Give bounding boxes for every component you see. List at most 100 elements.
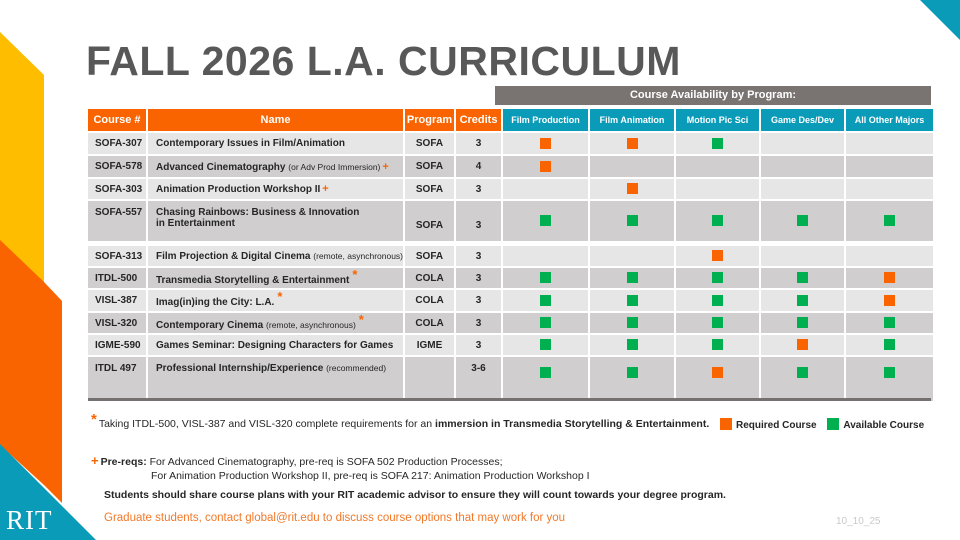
- availability-all-other-majors: [846, 290, 934, 311]
- course-note: (remote, asynchronous): [313, 250, 404, 261]
- course-program: [405, 357, 455, 401]
- course-name: Imag(in)ing the City: L.A. *: [148, 289, 404, 311]
- available-square-icon: [712, 272, 724, 284]
- course-credits: 3: [456, 133, 502, 154]
- available-square-icon: [712, 215, 724, 227]
- course-title: Contemporary Issues in Film/Animation: [156, 138, 345, 149]
- required-square-icon: [626, 137, 638, 149]
- course-title: Imag(in)ing the City: L.A.: [156, 297, 275, 308]
- available-square-icon: [827, 418, 840, 430]
- course-program: COLA: [405, 290, 455, 311]
- available-square-icon: [626, 294, 638, 306]
- available-square-icon: [626, 272, 638, 284]
- course-code: SOFA-578: [88, 156, 146, 177]
- required-square-icon: [884, 294, 896, 306]
- availability-game-des-dev: [761, 290, 845, 311]
- availability-all-other-majors: [846, 179, 934, 199]
- availability-film-production: [503, 201, 589, 241]
- immersion-bold-text: immersion in Transmedia Storytelling & E…: [435, 418, 710, 430]
- immersion-star-icon: *: [277, 289, 283, 304]
- teal-corner-shape: [920, 0, 960, 40]
- available-square-icon: [540, 215, 552, 227]
- required-square-icon: [540, 137, 552, 149]
- table-row: VISL-320 Contemporary Cinema (remote, asy…: [88, 312, 934, 333]
- star-icon: *: [91, 411, 97, 428]
- course-credits: 3: [456, 201, 502, 241]
- available-square-icon: [797, 317, 809, 329]
- course-name: Advanced Cinematography (or Adv Prod Imm…: [148, 156, 404, 177]
- available-square-icon: [797, 215, 809, 227]
- available-square-icon: [884, 367, 896, 379]
- availability-film-animation: [590, 335, 675, 355]
- table-row: SOFA-557 Chasing Rainbows: Business & Inn…: [88, 201, 934, 241]
- course-program: COLA: [405, 313, 455, 333]
- course-credits: 3: [456, 179, 502, 199]
- course-credits: 3-6: [456, 357, 502, 401]
- availability-film-production: [503, 290, 589, 311]
- orange-shape: [0, 240, 44, 405]
- required-square-icon: [884, 272, 896, 284]
- course-title: Advanced Cinematography: [156, 161, 286, 173]
- availability-game-des-dev: [761, 156, 845, 177]
- availability-film-animation: [590, 246, 675, 266]
- availability-game-des-dev: [761, 268, 845, 288]
- prereq-footnote: + Pre-reqs: For Advanced Cinematography, …: [91, 454, 590, 483]
- required-square-icon: [797, 339, 809, 351]
- header-name: Name: [148, 109, 404, 131]
- availability-film-production: [503, 179, 589, 199]
- date-code: 10_10_25: [836, 516, 881, 527]
- availability-all-other-majors: [846, 156, 934, 177]
- availability-motion-pic-sci: [676, 357, 760, 401]
- course-credits: 3: [456, 246, 502, 266]
- immersion-text: Taking ITDL-500, VISL-387 and VISL-320 c…: [98, 418, 436, 430]
- course-credits: 4: [456, 156, 502, 177]
- required-square-icon: [712, 367, 724, 379]
- course-title: Contemporary Cinema: [156, 319, 264, 331]
- availability-game-des-dev: [761, 133, 845, 154]
- plus-icon: +: [91, 453, 99, 468]
- availability-game-des-dev: [761, 201, 845, 241]
- table-row: ITDL-500 Transmedia Storytelling & Entert…: [88, 267, 934, 288]
- course-name: Film Projection & Digital Cinema (remote…: [148, 246, 404, 266]
- course-program: SOFA: [405, 156, 455, 177]
- course-title: Animation Production Workshop II: [156, 184, 321, 195]
- availability-all-other-majors: [846, 268, 934, 288]
- header-film-production: Film Production: [503, 109, 589, 131]
- course-code: IGME-590: [88, 335, 146, 355]
- available-square-icon: [712, 137, 724, 149]
- course-name: Contemporary Cinema (remote, asynchronou…: [148, 312, 404, 333]
- availability-film-animation: [590, 268, 675, 288]
- immersion-footnote: * Taking ITDL-500, VISL-387 and VISL-320 …: [91, 411, 710, 431]
- course-code: VISL-320: [88, 313, 146, 333]
- course-credits: 3: [456, 313, 502, 333]
- course-title-line2: in Entertainment: [156, 218, 235, 229]
- legend-available: Available Course: [827, 418, 924, 431]
- availability-film-animation: [590, 133, 675, 154]
- prereq-label: Pre-reqs:: [100, 456, 147, 468]
- course-note: (or Adv Prod Immersion): [288, 161, 381, 172]
- available-square-icon: [626, 339, 638, 351]
- course-note: (recommended): [326, 363, 387, 373]
- legend: Required Course Available Course: [720, 418, 932, 431]
- course-credits: 3: [456, 268, 502, 288]
- available-square-icon: [626, 215, 638, 227]
- required-square-icon: [712, 250, 724, 262]
- availability-all-other-majors: [846, 246, 934, 266]
- course-code: SOFA-307: [88, 133, 146, 154]
- legend-required-label: Required Course: [736, 420, 817, 431]
- header-course: Course #: [88, 109, 146, 131]
- course-credits: 3: [456, 335, 502, 355]
- available-square-icon: [540, 317, 552, 329]
- course-program: SOFA: [405, 179, 455, 199]
- availability-all-other-majors: [846, 201, 934, 241]
- required-square-icon: [720, 418, 732, 430]
- available-square-icon: [884, 215, 896, 227]
- course-code: SOFA-303: [88, 179, 146, 199]
- availability-film-animation: [590, 290, 675, 311]
- availability-film-animation: [590, 156, 675, 177]
- course-code: ITDL 497: [88, 357, 146, 401]
- required-square-icon: [626, 183, 638, 195]
- page-title: FALL 2026 L.A. CURRICULUM: [86, 38, 681, 84]
- table-row: VISL-387 Imag(in)ing the City: L.A. * COLA 3: [88, 289, 934, 311]
- course-code: VISL-387: [88, 290, 146, 311]
